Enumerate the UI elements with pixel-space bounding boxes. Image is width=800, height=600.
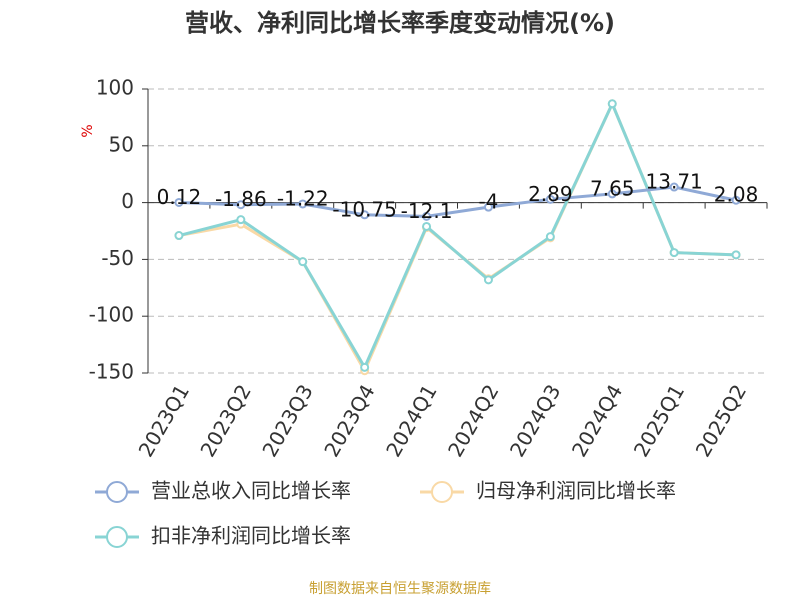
- series-line: [178, 100, 737, 375]
- y-tick-label: 100: [96, 76, 134, 100]
- x-tick-label: 2024Q4: [567, 380, 627, 461]
- legend-label: 归母净利润同比增长率: [476, 479, 676, 503]
- data-point: [298, 199, 308, 209]
- x-tick-label: 2023Q1: [134, 380, 194, 461]
- data-label: 13.71: [646, 170, 703, 194]
- data-point: [422, 221, 432, 231]
- x-tick-label: 2023Q2: [195, 380, 255, 461]
- data-point: [731, 250, 741, 260]
- data-point: [545, 232, 555, 242]
- x-tick-label: 2023Q3: [257, 380, 317, 461]
- data-point: [669, 248, 679, 258]
- series-line: [178, 100, 737, 371]
- legend-label: 营业总收入同比增长率: [151, 479, 351, 503]
- data-point: [174, 197, 184, 207]
- x-tick-label: 2023Q4: [319, 380, 379, 461]
- data-point: [236, 200, 246, 210]
- data-point: [298, 257, 308, 267]
- data-point: [545, 194, 555, 204]
- data-point: [174, 231, 184, 241]
- data-point: [669, 182, 679, 192]
- series-line: [178, 185, 737, 218]
- data-label: -10.75: [332, 197, 396, 221]
- data-point: [483, 275, 493, 285]
- y-tick-label: -100: [89, 303, 134, 327]
- y-tick-label: -50: [101, 246, 134, 270]
- data-point: [360, 210, 370, 220]
- data-point: [607, 99, 617, 109]
- data-point: [607, 189, 617, 199]
- data-label: -1.22: [277, 186, 329, 210]
- data-point: [236, 215, 246, 225]
- data-point: [483, 202, 493, 212]
- data-point: [360, 362, 370, 372]
- x-tick-label: 2024Q3: [505, 380, 565, 461]
- chart-title: 营收、净利同比增长率季度变动情况(%): [185, 9, 615, 37]
- y-tick-label: 50: [109, 132, 134, 156]
- data-label: 7.65: [590, 176, 635, 200]
- data-label: 2.89: [528, 182, 573, 206]
- legend-marker: [106, 526, 128, 548]
- data-label: 2.08: [714, 183, 759, 207]
- data-label: -4: [478, 190, 498, 214]
- y-tick-label: 0: [121, 189, 134, 213]
- data-label: 0.12: [157, 185, 202, 209]
- x-tick-label: 2025Q1: [629, 380, 689, 461]
- source: 制图数据来自恒生聚源数据库: [309, 581, 491, 597]
- data-label: -1.86: [215, 187, 267, 211]
- data-point: [731, 195, 741, 205]
- y-tick-label: -150: [89, 360, 134, 384]
- x-tick-label: 2024Q2: [443, 380, 503, 461]
- legend-label: 扣非净利润同比增长率: [151, 524, 351, 548]
- data-point: [422, 211, 432, 221]
- legend-marker: [431, 481, 453, 503]
- x-tick-label: 2024Q1: [381, 380, 441, 461]
- data-label: -12.1: [401, 199, 453, 223]
- x-tick-label: 2025Q2: [691, 380, 751, 461]
- legend-marker: [106, 481, 128, 503]
- y-axis-label: %: [80, 124, 96, 137]
